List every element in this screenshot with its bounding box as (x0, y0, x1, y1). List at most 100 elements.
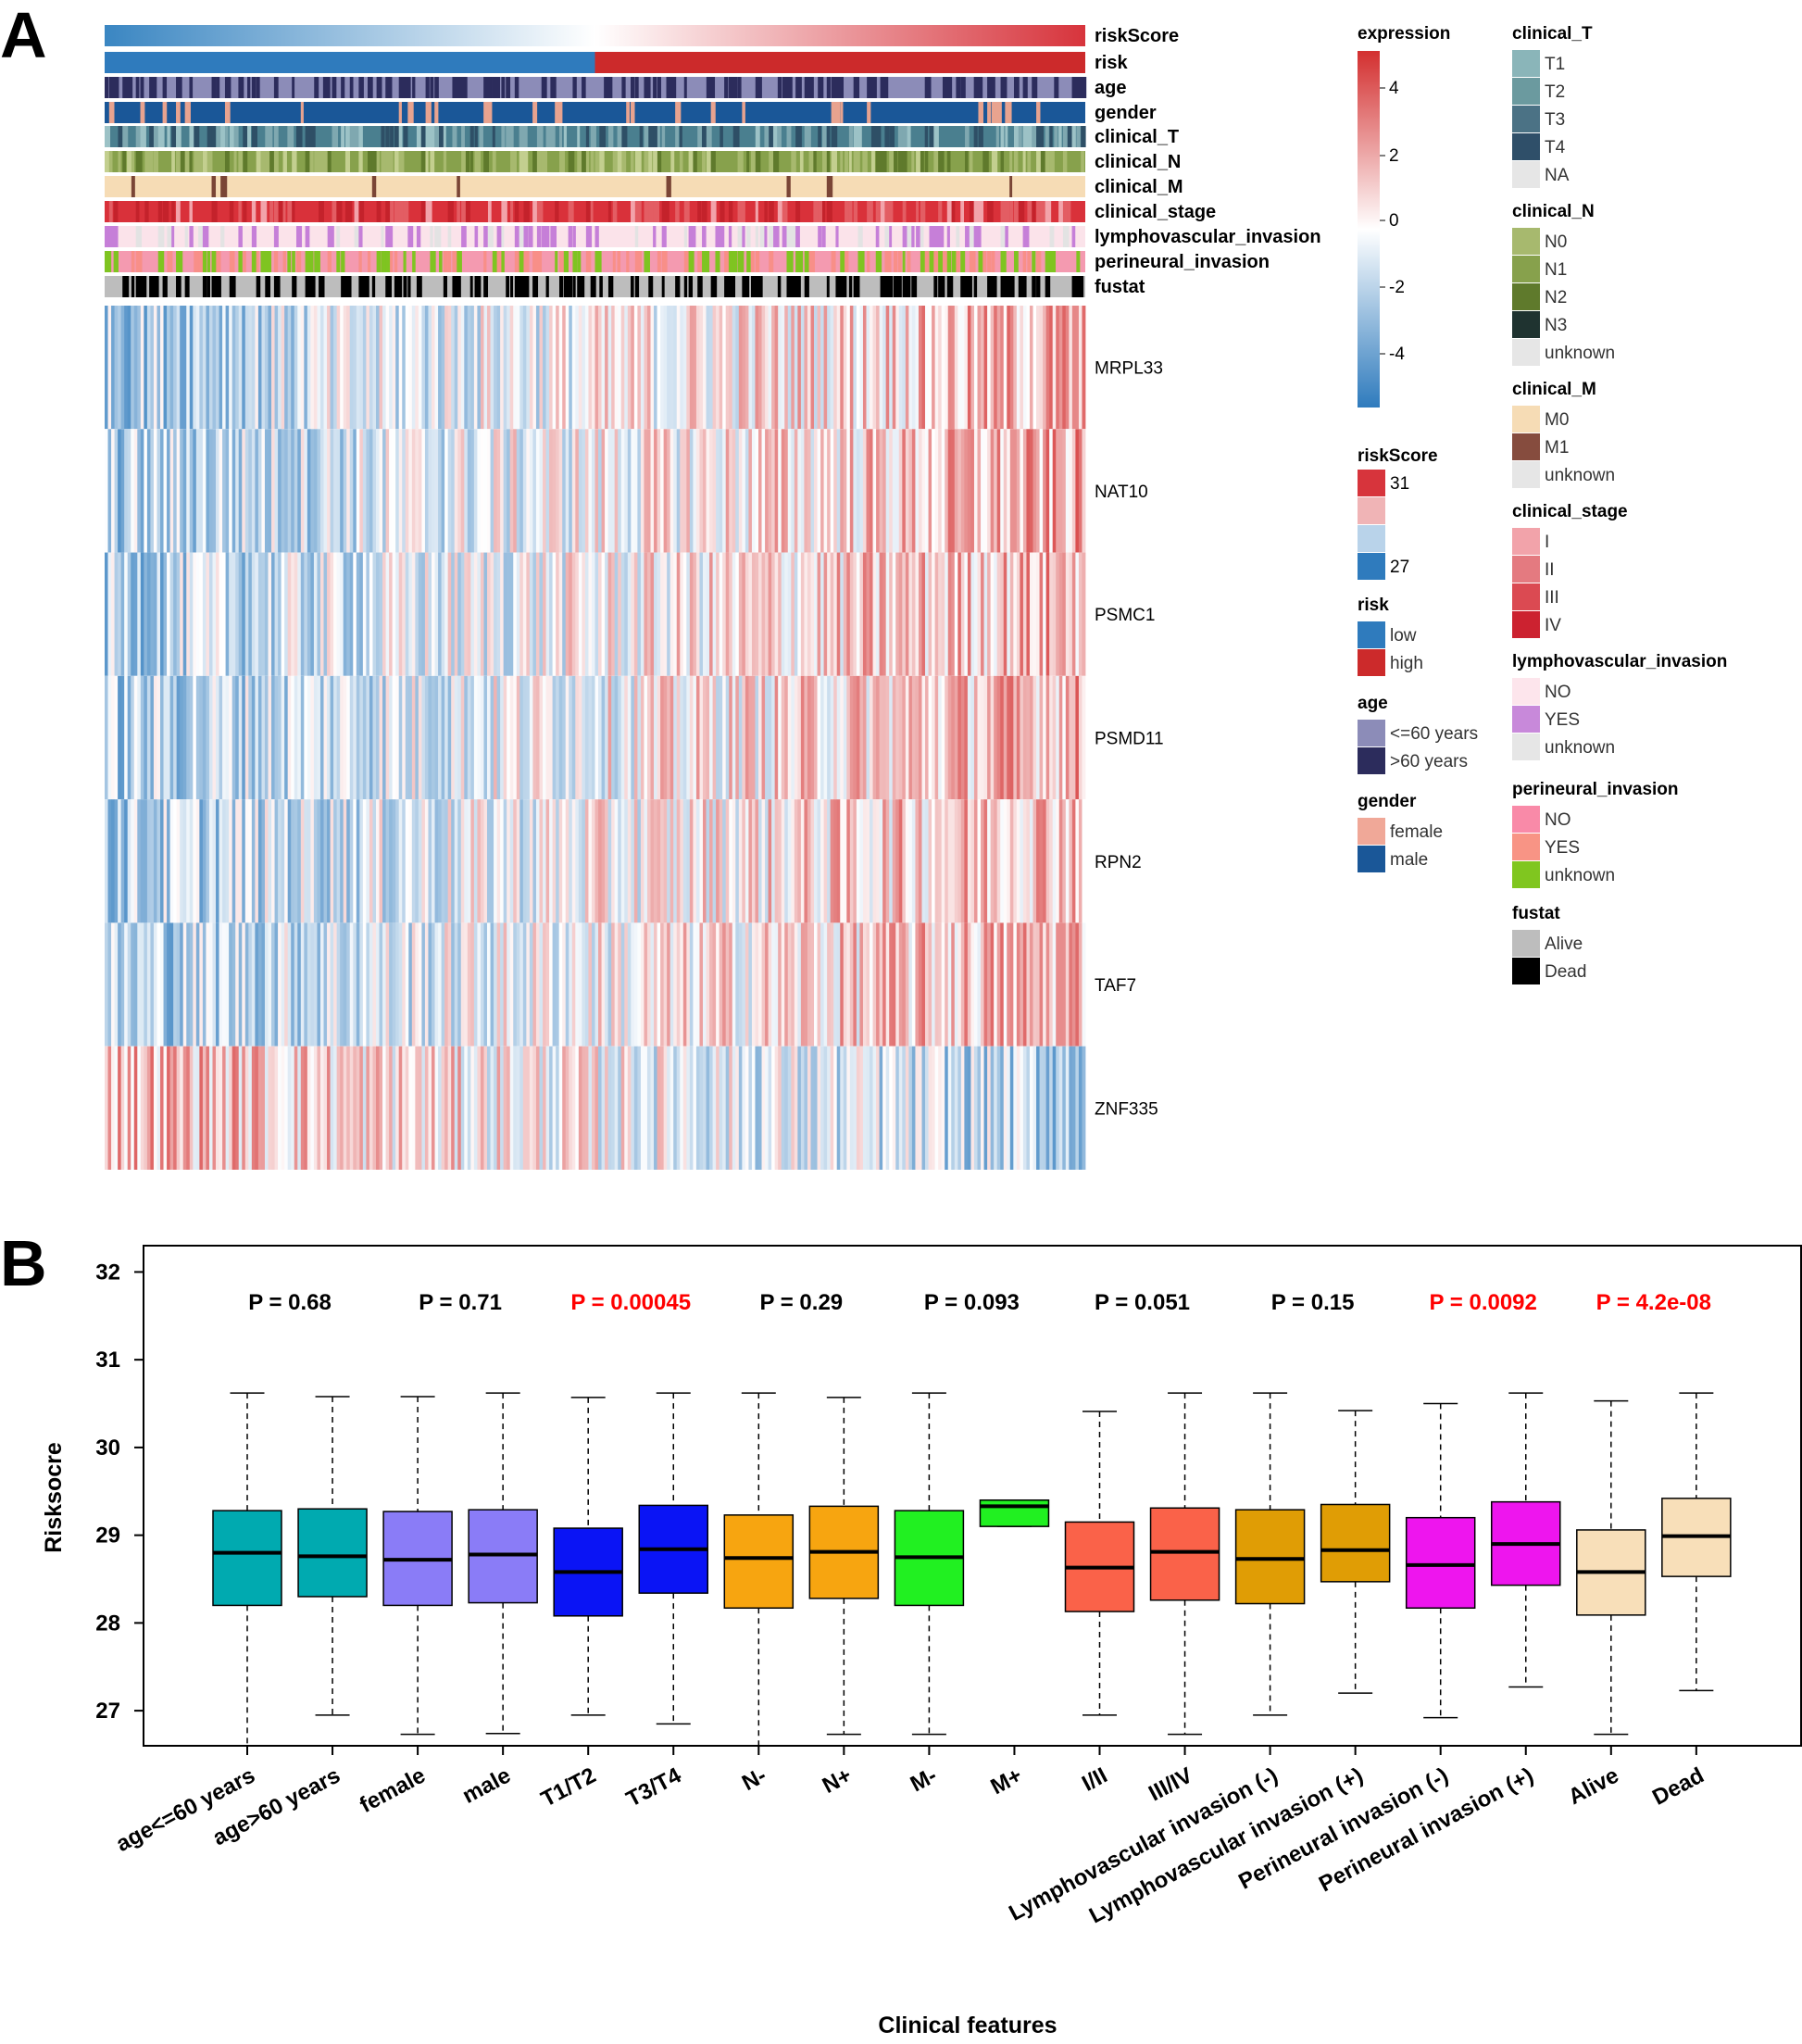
heatmap-cell (186, 799, 191, 923)
heatmap-cell (395, 552, 400, 676)
heatmap-cell (973, 429, 978, 553)
heatmap-cell (977, 429, 982, 553)
heatmap-cell (646, 429, 651, 553)
heatmap-cell (229, 922, 233, 1047)
heatmap-cell (928, 429, 932, 553)
heatmap-cell (994, 799, 998, 923)
legend-item-label: Alive (1545, 934, 1583, 954)
track-cell (131, 276, 135, 297)
p-values: P = 0.68 P = 0.71 P = 0.00045 P = 0.29 P = 0… (248, 1290, 1711, 1315)
heatmap-cell (460, 799, 465, 923)
gene-label-psmc1: PSMC1 (1095, 606, 1155, 625)
heatmap-cell (676, 306, 681, 430)
heatmap-cell (1071, 552, 1076, 676)
heatmap-cell (356, 922, 360, 1047)
heatmap-cell (457, 922, 462, 1047)
track-cell (510, 151, 517, 172)
heatmap-cell (833, 429, 838, 553)
heatmap-cell (473, 306, 478, 430)
heatmap-cell (146, 429, 151, 553)
track-cell (514, 251, 520, 272)
heatmap-cell (460, 552, 465, 676)
heatmap-cell (716, 429, 720, 553)
heatmap-cell (810, 1046, 815, 1170)
x-tick-label: Dead (1648, 1762, 1708, 1810)
track-cell (322, 151, 329, 172)
heatmap-cell (195, 1046, 200, 1170)
legend-group-title: clinical_T (1512, 24, 1593, 44)
heatmap-cell (300, 922, 305, 1047)
track-cell (1013, 201, 1020, 222)
heatmap-cell (680, 306, 684, 430)
heatmap-cell (369, 922, 373, 1047)
track-cell (590, 126, 596, 147)
track-cell (452, 77, 458, 98)
heatmap-cell (1036, 675, 1040, 800)
heatmap-cell (778, 552, 782, 676)
heatmap-cell (787, 799, 792, 923)
legend-swatch (1358, 747, 1385, 774)
heatmap-cell (983, 675, 988, 800)
heatmap-cell (1075, 429, 1080, 553)
heatmap-cell (1052, 922, 1057, 1047)
heatmap-cell (336, 675, 341, 800)
heatmap-cell (120, 306, 125, 430)
heatmap-cell (257, 306, 262, 430)
track-cell (706, 77, 712, 98)
heatmap-cell (268, 675, 272, 800)
heatmap-cell (627, 922, 632, 1047)
heatmap-cell (238, 306, 243, 430)
heatmap-cell (264, 552, 269, 676)
heatmap-cell (477, 799, 482, 923)
heatmap-cell (251, 306, 256, 430)
track-cell (390, 201, 394, 222)
track-cell (483, 276, 489, 297)
track-cell (973, 201, 981, 222)
heatmap-cell (415, 1046, 419, 1170)
track-cell (113, 226, 119, 247)
heatmap-cell (774, 799, 779, 923)
track-cell (461, 151, 469, 172)
heatmap-cell (732, 306, 736, 430)
track-cell (991, 77, 995, 98)
heatmap-cell (660, 675, 665, 800)
heatmap-cell (682, 1046, 687, 1170)
x-tick-label: male (458, 1762, 515, 1809)
heatmap-cell (257, 1046, 262, 1170)
track-cell (617, 151, 623, 172)
heatmap-cell (637, 799, 642, 923)
heatmap-cell (291, 799, 295, 923)
track-cell (305, 251, 311, 272)
heatmap-cell (633, 922, 638, 1047)
track-cell (795, 126, 802, 147)
heatmap-cell (915, 922, 920, 1047)
heatmap-cell (981, 1046, 984, 1170)
heatmap-cell (663, 552, 668, 676)
heatmap-cell (633, 675, 638, 800)
heatmap-cell (372, 922, 377, 1047)
heatmap-cell (846, 429, 851, 553)
heatmap-cell (761, 675, 766, 800)
track-cell (634, 201, 642, 222)
heatmap-cell (673, 1046, 678, 1170)
heatmap-cell (584, 1046, 589, 1170)
legend-item-label: III (1545, 588, 1559, 608)
heatmap-cell (624, 922, 629, 1047)
heatmap-cell (313, 675, 318, 800)
heatmap-cell (310, 429, 315, 553)
heatmap-cell (761, 429, 766, 553)
heatmap-cell (1058, 552, 1063, 676)
heatmap-cell (395, 429, 400, 553)
track-cell (857, 251, 865, 272)
heatmap-cell (242, 675, 246, 800)
heatmap-cell (876, 675, 881, 800)
heatmap-cell (650, 552, 655, 676)
heatmap-cell (1058, 799, 1063, 923)
track-cell (545, 276, 549, 297)
heatmap-cell (853, 922, 857, 1047)
track-cell (487, 201, 492, 222)
heatmap-cell (333, 1046, 338, 1170)
heatmap-cell (297, 922, 302, 1047)
heatmap-cell (983, 306, 988, 430)
heatmap-cell (535, 799, 540, 923)
